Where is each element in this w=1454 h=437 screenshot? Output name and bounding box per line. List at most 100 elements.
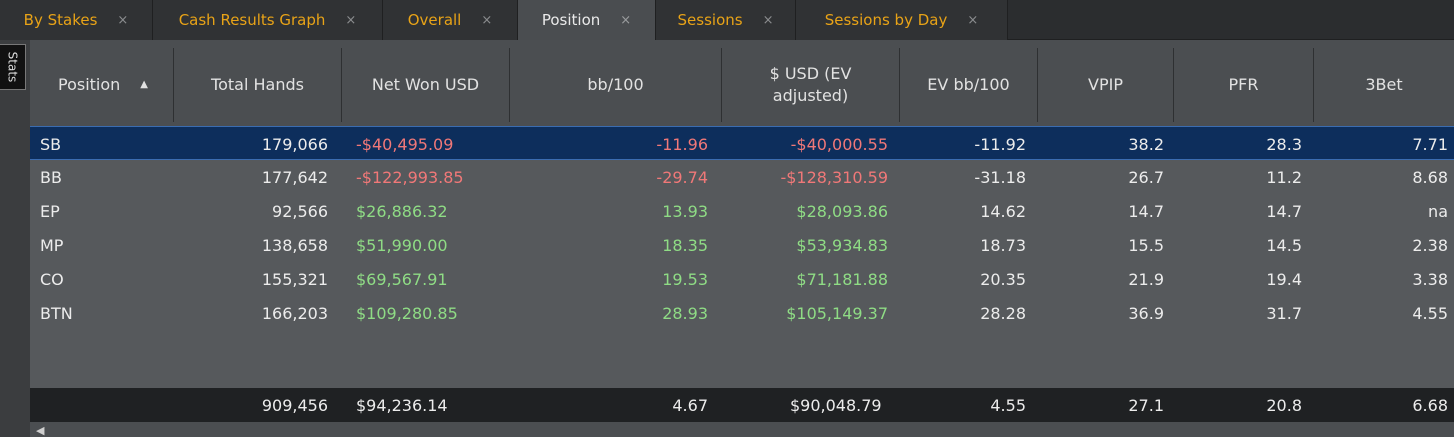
column-header-label: bb/100: [587, 75, 644, 94]
tab-label: Position: [541, 11, 601, 29]
cell-ev-usd: -$128,310.59: [780, 167, 888, 187]
column-header-label: Position: [58, 75, 121, 94]
cell-position: MP: [40, 235, 64, 255]
tab-bar: By Stakes × Cash Results Graph × Overall…: [0, 0, 1454, 40]
total-ev-usd: $90,048.79: [790, 395, 882, 415]
close-icon[interactable]: ×: [481, 12, 493, 28]
column-header-bb100[interactable]: bb/100: [510, 48, 722, 122]
cell-ev-bb100: 20.35: [980, 269, 1026, 289]
cell-bb100: 19.53: [662, 269, 708, 289]
column-header-ev-bb100[interactable]: EV bb/100: [900, 48, 1038, 122]
column-header-label: Net Won USD: [371, 75, 480, 94]
cell-ev-usd: -$40,000.55: [790, 134, 888, 154]
close-icon[interactable]: ×: [117, 12, 129, 28]
total-hands: 909,456: [261, 395, 328, 415]
cell-ev-usd: $105,149.37: [786, 303, 888, 323]
cell-3bet: na: [1428, 201, 1448, 221]
tab-sessions[interactable]: Sessions ×: [656, 0, 796, 40]
column-header-label: Total Hands: [211, 75, 304, 94]
column-header-vpip[interactable]: VPIP: [1038, 48, 1174, 122]
cell-net-won: -$122,993.85: [356, 167, 464, 187]
column-header-ev-usd[interactable]: $ USD (EV adjusted): [722, 48, 900, 122]
cell-3bet: 4.55: [1412, 303, 1448, 323]
close-icon[interactable]: ×: [967, 12, 979, 28]
cell-net-won: $109,280.85: [356, 303, 458, 323]
cell-pfr: 11.2: [1266, 167, 1302, 187]
tab-label: By Stakes: [23, 11, 98, 29]
table-row[interactable]: CO 155,321 $69,567.91 19.53 $71,181.88 20.35 2…: [30, 262, 1454, 296]
column-header-total-hands[interactable]: Total Hands: [174, 48, 342, 122]
table-row[interactable]: BB 177,642 -$122,993.85 -29.74 -$128,310.59 -…: [30, 160, 1454, 194]
cell-3bet: 2.38: [1412, 235, 1448, 255]
total-ev-bb100: 4.55: [990, 395, 1026, 415]
cell-ev-bb100: 28.28: [980, 303, 1026, 323]
tab-overall[interactable]: Overall ×: [383, 0, 518, 40]
cell-vpip: 15.5: [1128, 235, 1164, 255]
cell-ev-usd: $53,934.83: [796, 235, 888, 255]
cell-ev-bb100: -31.18: [974, 167, 1026, 187]
cell-ev-usd: $71,181.88: [796, 269, 888, 289]
cell-vpip: 26.7: [1128, 167, 1164, 187]
cell-total-hands: 166,203: [261, 303, 328, 323]
cell-pfr: 31.7: [1266, 303, 1302, 323]
cell-vpip: 38.2: [1128, 134, 1164, 154]
tab-position[interactable]: Position ×: [518, 0, 656, 40]
cell-net-won: -$40,495.09: [356, 134, 454, 154]
cell-bb100: 28.93: [662, 303, 708, 323]
column-header-position[interactable]: Position ▲: [30, 48, 174, 122]
column-header-3bet[interactable]: 3Bet: [1314, 48, 1454, 122]
cell-ev-bb100: -11.92: [974, 134, 1026, 154]
cell-net-won: $51,990.00: [356, 235, 448, 255]
cell-bb100: -11.96: [656, 134, 708, 154]
cell-pfr: 28.3: [1266, 134, 1302, 154]
close-icon[interactable]: ×: [762, 12, 774, 28]
cell-total-hands: 155,321: [261, 269, 328, 289]
cell-total-hands: 92,566: [272, 201, 328, 221]
cell-pfr: 14.7: [1266, 201, 1302, 221]
cell-bb100: 13.93: [662, 201, 708, 221]
grid-body: SB 179,066 -$40,495.09 -11.96 -$40,000.55 -11…: [30, 126, 1454, 388]
tab-cash-results-graph[interactable]: Cash Results Graph ×: [153, 0, 383, 40]
cell-ev-bb100: 14.62: [980, 201, 1026, 221]
cell-position: BB: [40, 167, 62, 187]
total-bb100: 4.67: [672, 395, 708, 415]
cell-pfr: 14.5: [1266, 235, 1302, 255]
cell-bb100: 18.35: [662, 235, 708, 255]
total-pfr: 20.8: [1266, 395, 1302, 415]
column-header-pfr[interactable]: PFR: [1174, 48, 1314, 122]
tab-label: Sessions: [677, 11, 743, 29]
stats-side-tab[interactable]: Stats: [0, 44, 26, 90]
cell-3bet: 3.38: [1412, 269, 1448, 289]
cell-total-hands: 179,066: [261, 134, 328, 154]
column-header-label: PFR: [1228, 75, 1259, 94]
cell-3bet: 8.68: [1412, 167, 1448, 187]
cell-position: SB: [40, 134, 62, 154]
tab-by-stakes[interactable]: By Stakes ×: [0, 0, 153, 40]
tab-sessions-by-day[interactable]: Sessions by Day ×: [796, 0, 1008, 40]
cell-total-hands: 138,658: [261, 235, 328, 255]
column-header-label: VPIP: [1088, 75, 1123, 94]
tab-label: Sessions by Day: [824, 11, 948, 29]
column-header-label: EV bb/100: [927, 75, 1010, 94]
total-vpip: 27.1: [1128, 395, 1164, 415]
cell-ev-usd: $28,093.86: [796, 201, 888, 221]
cell-3bet: 7.71: [1412, 134, 1448, 154]
table-row[interactable]: BTN 166,203 $109,280.85 28.93 $105,149.37 28.…: [30, 296, 1454, 330]
tab-label: Overall: [407, 11, 462, 29]
cell-vpip: 21.9: [1128, 269, 1164, 289]
column-header-net-won[interactable]: Net Won USD: [342, 48, 510, 122]
total-3bet: 6.68: [1412, 395, 1448, 415]
table-row[interactable]: EP 92,566 $26,886.32 13.93 $28,093.86 14.62 14…: [30, 194, 1454, 228]
cell-position: CO: [40, 269, 64, 289]
totals-row: 909,456 $94,236.14 4.67 $90,048.79 4.55 …: [30, 388, 1454, 422]
cell-vpip: 36.9: [1128, 303, 1164, 323]
horizontal-scrollbar[interactable]: ◀: [30, 422, 1454, 437]
cell-ev-bb100: 18.73: [980, 235, 1026, 255]
table-row[interactable]: MP 138,658 $51,990.00 18.35 $53,934.83 18.73 1…: [30, 228, 1454, 262]
close-icon[interactable]: ×: [620, 12, 632, 28]
table-row[interactable]: SB 179,066 -$40,495.09 -11.96 -$40,000.55 -11…: [30, 126, 1454, 160]
scroll-left-arrow-icon[interactable]: ◀: [36, 424, 45, 437]
close-icon[interactable]: ×: [345, 12, 357, 28]
column-header-label: 3Bet: [1365, 75, 1403, 94]
